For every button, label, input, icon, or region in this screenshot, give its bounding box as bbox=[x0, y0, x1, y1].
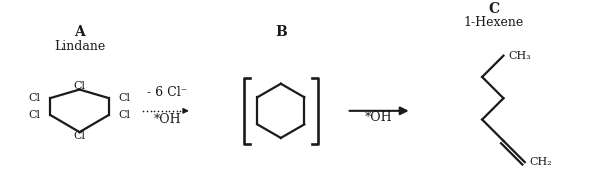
Text: 1-Hexene: 1-Hexene bbox=[464, 15, 524, 29]
Text: - 6 Cl⁻: - 6 Cl⁻ bbox=[147, 86, 188, 99]
Text: CH₂: CH₂ bbox=[529, 157, 552, 167]
Text: Lindane: Lindane bbox=[54, 40, 105, 53]
Text: Cl: Cl bbox=[29, 110, 41, 120]
Text: *OH: *OH bbox=[154, 113, 181, 126]
Text: C: C bbox=[488, 2, 499, 16]
Text: CH₃: CH₃ bbox=[509, 51, 531, 61]
Text: Cl: Cl bbox=[73, 131, 86, 141]
Text: A: A bbox=[74, 25, 85, 39]
Text: Cl: Cl bbox=[118, 110, 130, 120]
Text: Cl: Cl bbox=[73, 81, 86, 91]
Text: Cl: Cl bbox=[29, 93, 41, 103]
Text: Cl: Cl bbox=[118, 93, 130, 103]
Text: *OH: *OH bbox=[365, 111, 393, 124]
Text: B: B bbox=[275, 25, 286, 39]
